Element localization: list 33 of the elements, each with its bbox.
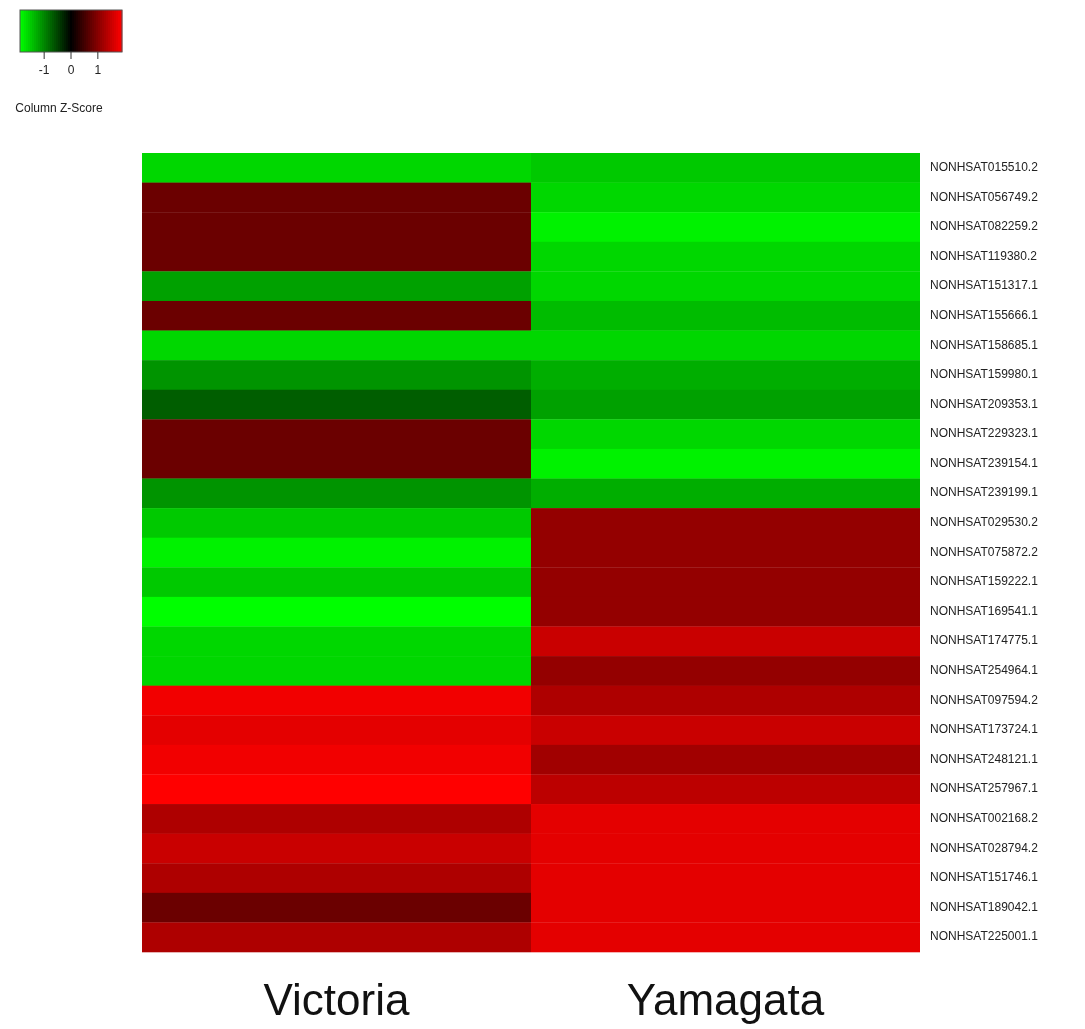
y-tick-label: NONHSAT174775.1 [930,633,1039,648]
color-bar-label: 0 [67,63,75,77]
y-tick-label: NONHSAT169541.1 [930,603,1039,618]
y-tick-label: NONHSAT225001.1 [930,929,1039,944]
y-tick-label: NONHSAT248121.1 [930,751,1039,766]
y-tick-label: NONHSAT029530.2 [930,515,1039,530]
color-bar-label: -1 [38,63,50,77]
y-tick-label: NONHSAT254964.1 [930,663,1039,678]
color-bar-label: 1 [94,63,102,77]
y-tick-label: NONHSAT209353.1 [930,396,1039,411]
y-tick-label: NONHSAT082259.2 [930,219,1039,234]
y-tick-label: NONHSAT075872.2 [930,544,1039,559]
y-tick-label: NONHSAT159222.1 [930,574,1039,589]
y-tick-label: NONHSAT239154.1 [930,455,1039,470]
y-tick-label: NONHSAT056749.2 [930,189,1039,204]
y-tick-label: NONHSAT173724.1 [930,722,1039,737]
y-tick-label: NONHSAT159980.1 [930,367,1039,382]
y-tick-label: NONHSAT151317.1 [930,278,1039,293]
color-bar-title: Column Z-Score [15,101,103,115]
y-tick-label: NONHSAT239199.1 [930,485,1039,500]
y-tick-label: NONHSAT119380.2 [930,248,1038,263]
y-tick-label: NONHSAT155666.1 [930,307,1039,322]
y-tick-label: NONHSAT015510.2 [930,159,1039,174]
y-tick-label: NONHSAT002168.2 [930,811,1039,826]
x-tick-label: Yamagata [626,975,825,1024]
y-tick-label: NONHSAT097594.2 [930,692,1039,707]
x-tick-label: Victoria [263,975,410,1024]
y-tick-label: NONHSAT257967.1 [930,781,1039,796]
y-tick-label: NONHSAT151746.1 [930,870,1039,885]
y-tick-label: NONHSAT229323.1 [930,426,1039,441]
y-tick-label: NONHSAT189042.1 [930,899,1039,914]
y-tick-label: NONHSAT158685.1 [930,337,1039,352]
y-tick-label: NONHSAT028794.2 [930,840,1039,855]
